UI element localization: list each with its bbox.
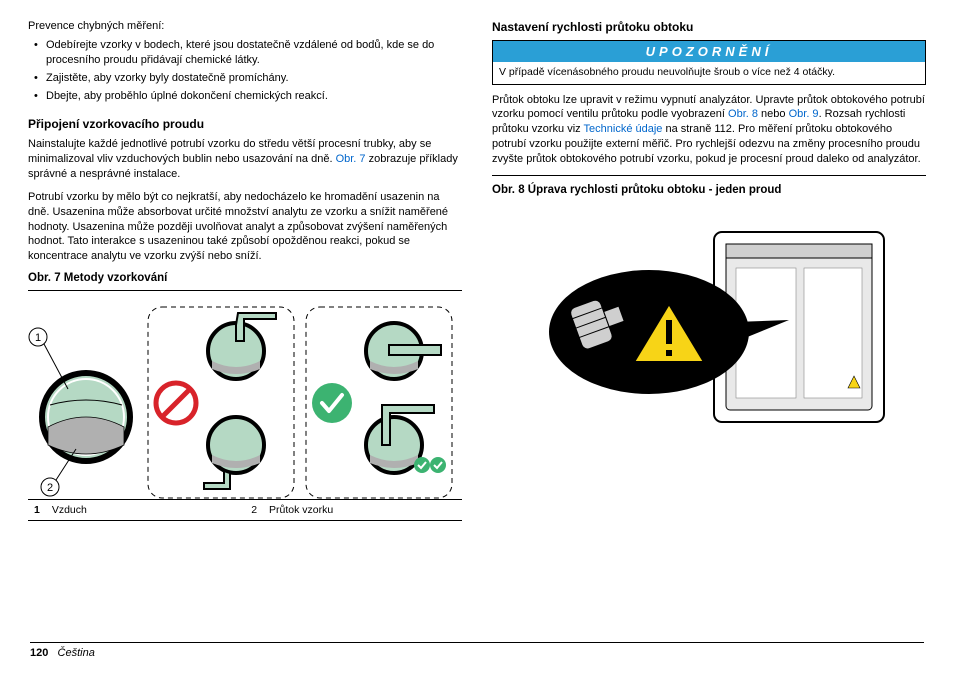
legend-2-num: 2: [245, 500, 263, 521]
device-illustration: [504, 212, 914, 452]
bullet-2: Zajistěte, aby vzorky byly dostatečně pr…: [46, 71, 462, 86]
right-column: Nastavení rychlosti průtoku obtoku UPOZO…: [492, 20, 926, 630]
page-number: 120: [30, 647, 48, 659]
intro-text: Prevence chybných měření:: [28, 20, 462, 32]
legend-1-text: Vzduch: [46, 500, 245, 521]
heading-flowrate: Nastavení rychlosti průtoku obtoku: [492, 20, 926, 34]
para-1: Nainstalujte každé jednotlivé potrubí vz…: [28, 137, 462, 182]
no-icon: [156, 383, 196, 423]
link-obr7: Obr. 7: [336, 153, 366, 165]
legend-1-num: 1: [28, 500, 46, 521]
warning-title: UPOZORNĚNÍ: [493, 41, 925, 62]
left-column: Prevence chybných měření: Odebírejte vzo…: [28, 20, 462, 630]
footer: 120 Čeština: [30, 642, 924, 659]
bullet-1: Odebírejte vzorky v bodech, které jsou d…: [46, 38, 462, 68]
fig7-image: 1 2: [28, 299, 462, 499]
legend-2-text: Průtok vzorku: [263, 500, 462, 521]
language-label: Čeština: [58, 647, 95, 659]
svg-text:2: 2: [47, 482, 53, 494]
wrong-panel: [146, 305, 296, 500]
fig8-image: [492, 202, 926, 462]
warning-body: V případě vícenásobného proudu neuvolňuj…: [493, 62, 925, 84]
fig7-container: 1 2: [28, 299, 462, 521]
bullet-list: Odebírejte vzorky v bodech, které jsou d…: [28, 38, 462, 103]
right-para: Průtok obtoku lze upravit v režimu vypnu…: [492, 93, 926, 167]
link-tech: Technické údaje: [584, 123, 663, 135]
fig7-legend: 1 Vzduch 2 Průtok vzorku: [28, 499, 462, 520]
pipe-cross-section: 1 2: [28, 307, 138, 497]
heading-connect: Připojení vzorkovacího proudu: [28, 117, 462, 131]
para-2: Potrubí vzorku by mělo být co nejkratší,…: [28, 190, 462, 264]
link-obr8: Obr. 8: [728, 108, 758, 120]
bullet-3: Dbejte, aby proběhlo úplné dokončení che…: [46, 89, 462, 104]
link-obr9: Obr. 9: [789, 108, 819, 120]
check-icon: [312, 383, 352, 423]
fig8-label: Obr. 8 Úprava rychlosti průtoku obtoku -…: [492, 184, 926, 196]
warning-box: UPOZORNĚNÍ V případě vícenásobného proud…: [492, 40, 926, 85]
svg-text:1: 1: [35, 332, 41, 344]
correct-panel: [304, 305, 454, 500]
fig7-label: Obr. 7 Metody vzorkování: [28, 272, 462, 284]
